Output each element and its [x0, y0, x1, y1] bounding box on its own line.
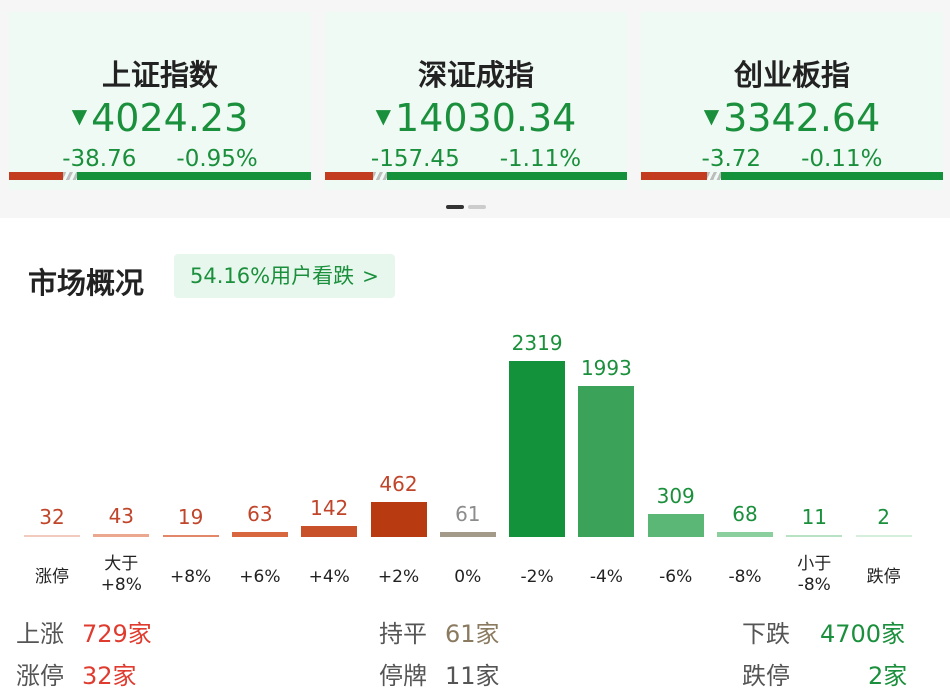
pager-dot-1[interactable]: [446, 205, 464, 209]
bar-value-label: 462: [379, 471, 418, 496]
stat-label: 涨停: [16, 662, 64, 690]
category-label: -4%: [589, 567, 623, 587]
bar-rect: [717, 531, 773, 537]
stat-value: 2家: [868, 662, 908, 690]
bar-rect: [578, 385, 635, 537]
bar-rect: [647, 513, 704, 537]
advance-decline-bar: [641, 172, 943, 180]
stat-value: 61家: [445, 620, 500, 648]
bar-rect: [439, 532, 496, 537]
stat-label: 停牌: [379, 662, 427, 690]
chevron-right-icon: >: [362, 264, 379, 288]
advance-decline-bar: [9, 172, 311, 180]
pager-dot-2[interactable]: [468, 205, 486, 209]
index-name: 创业板指: [733, 58, 850, 92]
stat-suspended: 停牌 11家: [379, 656, 500, 691]
stat-flat: 持平 61家: [379, 614, 500, 649]
bar-value-label: 43: [108, 503, 135, 528]
sentiment-badge[interactable]: 54.16%用户看跌 >: [174, 254, 395, 298]
bar-rect: [24, 534, 80, 537]
bar-value-label: 2: [877, 505, 890, 529]
down-triangle-icon: ▼: [71, 104, 88, 128]
index-name: 深证成指: [417, 58, 534, 92]
index-price: ▼ 14030.34: [375, 96, 577, 140]
index-name: 上证指数: [101, 58, 218, 92]
stat-label: 下跌: [742, 620, 790, 648]
bar-value-label: 19: [177, 505, 204, 529]
bar-rect: [786, 535, 843, 537]
category-label: -6%: [659, 567, 693, 587]
category-label: +8%: [169, 567, 212, 587]
category-label: 小于 -8%: [797, 554, 832, 595]
bar-value-label: 309: [656, 483, 695, 508]
bar-value-label: 63: [247, 502, 273, 527]
bar-value-label: 61: [455, 502, 481, 527]
market-overview: 市场概况 54.16%用户看跌 > 32 涨停 43 大于 +8% 19 +8% 63 +6% 14…: [0, 232, 950, 696]
stat-down: 下跌 4700家: [742, 614, 905, 649]
bar-value-label: 32: [39, 504, 65, 529]
index-change: -38.76 -0.95%: [62, 146, 258, 172]
index-price: ▼ 3342.64: [703, 96, 881, 140]
stat-label: 持平: [379, 620, 427, 648]
bar-rect: [301, 526, 358, 537]
stat-limit-up: 涨停 32家: [16, 656, 137, 691]
stat-limit-down: 跌停 2家: [742, 656, 907, 691]
stat-up: 上涨 729家: [16, 614, 152, 649]
index-change: -3.72 -0.11%: [701, 146, 883, 172]
stat-value: 32家: [82, 662, 137, 690]
index-card-chinext[interactable]: 创业板指 ▼ 3342.64 -3.72 -0.11%: [641, 12, 943, 190]
bar-value-label: 2319: [511, 331, 563, 355]
category-label: +2%: [377, 567, 420, 587]
category-label: 跌停: [866, 567, 901, 587]
stat-value: 729家: [82, 620, 152, 648]
carousel-pager[interactable]: [446, 205, 486, 209]
bar-rect: [855, 535, 912, 537]
bar-value-label: 11: [801, 505, 828, 529]
category-label: -8%: [728, 567, 762, 587]
bar-rect: [93, 533, 150, 537]
category-label: 0%: [454, 567, 482, 587]
category-label: -2%: [520, 567, 554, 587]
down-triangle-icon: ▼: [703, 104, 720, 128]
index-card-shenzhen[interactable]: 深证成指 ▼ 14030.34 -157.45 -1.11%: [325, 12, 627, 190]
stat-label: 上涨: [16, 620, 64, 648]
category-label: +4%: [308, 567, 350, 587]
bar-rect: [509, 361, 566, 537]
category-label: +6%: [239, 567, 281, 587]
bar-value-label: 1993: [580, 355, 632, 380]
stat-value: 11家: [445, 662, 500, 690]
category-label: 涨停: [35, 567, 69, 587]
section-title: 市场概况: [28, 266, 145, 300]
index-price: ▼ 4024.23: [71, 96, 249, 140]
stat-label: 跌停: [742, 662, 790, 690]
category-label: 大于 +8%: [100, 554, 142, 595]
bar-value-label: 68: [732, 501, 758, 526]
bar-rect: [231, 532, 288, 537]
index-change: -157.45 -1.11%: [370, 146, 582, 172]
index-card-shanghai[interactable]: 上证指数 ▼ 4024.23 -38.76 -0.95%: [9, 12, 311, 190]
stat-value: 4700家: [820, 620, 906, 648]
index-carousel[interactable]: 上证指数 ▼ 4024.23 -38.76 -0.95% 深证成指 ▼ 14030.3…: [0, 0, 950, 218]
bar-rect: [162, 535, 219, 537]
distribution-chart: 32 涨停 43 大于 +8% 19 +8% 63 +6% 142 +4% 462 +2% 61 0% 231…: [0, 322, 950, 612]
bar-rect: [370, 501, 427, 537]
bar-value-label: 142: [310, 496, 349, 521]
down-triangle-icon: ▼: [375, 104, 392, 128]
advance-decline-bar: [325, 172, 627, 180]
